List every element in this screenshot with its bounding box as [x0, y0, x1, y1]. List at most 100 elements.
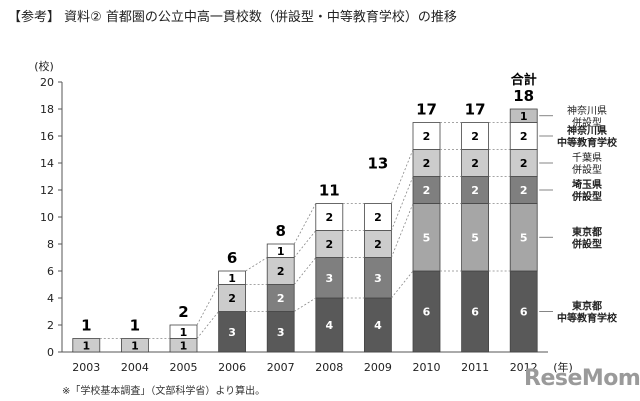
bar-segment [315, 257, 344, 299]
connector-line [245, 257, 268, 272]
bar-segment-label: 1 [131, 339, 139, 352]
bar-segment [218, 311, 247, 353]
chart-title: 【参考】 資料② 首都圏の公立中高一貫校数（併設型・中等教育学校）の推移 [8, 10, 457, 25]
bar-segment [461, 149, 490, 177]
bar-segment-label: 2 [423, 184, 431, 197]
bar-segment-label: 4 [325, 319, 333, 332]
bar-segment [169, 324, 198, 339]
bar-segment-label: 1 [520, 110, 528, 123]
legend-label: 東京都 [572, 300, 602, 313]
bar-segment-label: 2 [277, 292, 285, 305]
bar-segment-label: 5 [471, 231, 479, 244]
bar-segment-label: 2 [325, 238, 333, 251]
bar-segment-label: 3 [325, 272, 333, 285]
bar-segment-label: 2 [520, 157, 528, 170]
bar-segment [72, 338, 101, 353]
bar-segment-label: 2 [423, 130, 431, 143]
bar-segment [363, 257, 392, 299]
bar-segment-label: 3 [277, 326, 285, 339]
y-tick-label: 18 [40, 103, 54, 116]
bar-segment-label: 2 [374, 238, 382, 251]
y-tick-label: 16 [40, 130, 54, 143]
bar-segment-label: 2 [228, 292, 236, 305]
connector-line [391, 203, 414, 258]
legend-label: 埼玉県 [572, 178, 602, 191]
bar-segment-label: 2 [277, 265, 285, 278]
y-tick-label: 20 [40, 76, 54, 89]
bar-total-label: 11 [319, 182, 340, 200]
bar-total-label: 18 [513, 87, 534, 105]
x-tick-label: 2009 [364, 361, 392, 374]
x-tick-label: 2011 [461, 361, 489, 374]
bar-segment [509, 270, 538, 353]
y-tick-label: 12 [40, 184, 54, 197]
bar-segment-label: 2 [471, 157, 479, 170]
bar-total-label: 2 [178, 303, 188, 321]
x-tick-label: 2004 [121, 361, 149, 374]
bar-segment-label: 2 [520, 130, 528, 143]
bar-total-label: 13 [367, 155, 388, 173]
bar-segment [266, 311, 295, 353]
bar-segment [363, 297, 392, 353]
x-tick-label: 2012 [510, 361, 538, 374]
legend-label: 中等教育学校 [557, 136, 618, 149]
bar-segment [266, 257, 295, 285]
connector-line [391, 149, 414, 204]
bar-segment [266, 284, 295, 312]
bar-segment-label: 4 [374, 319, 382, 332]
y-axis-label: (校) [34, 59, 54, 73]
bar-segment-label: 1 [180, 339, 188, 352]
legend-label: 併設型 [571, 190, 602, 203]
bar-segment-label: 1 [180, 326, 188, 339]
bar-segment [412, 122, 441, 150]
bar-segment-label: 5 [520, 231, 528, 244]
bar-segment-label: 1 [228, 272, 236, 285]
bar-segment-label: 2 [471, 184, 479, 197]
bar-segment [218, 270, 247, 285]
connector-line [391, 176, 414, 231]
x-tick-label: 2007 [267, 361, 295, 374]
x-tick-label: 2006 [218, 361, 246, 374]
bar-segment-label: 6 [520, 306, 528, 319]
bar-segment-label: 1 [82, 339, 90, 352]
bar-segment-label: 3 [374, 272, 382, 285]
y-tick-label: 6 [47, 265, 54, 278]
y-tick-label: 10 [40, 211, 54, 224]
x-tick-label: 2010 [413, 361, 441, 374]
bar-segment-label: 2 [374, 211, 382, 224]
bar-segment-label: 2 [471, 130, 479, 143]
bar-segment [509, 176, 538, 204]
bar-segment-label: 6 [471, 306, 479, 319]
bar-total-label: 1 [130, 317, 140, 335]
legend-label: 神奈川県 [567, 104, 607, 117]
legend-label: 神奈川県 [567, 124, 607, 137]
bar-segment [509, 122, 538, 150]
bar-segment [412, 176, 441, 204]
legend-label: 併設型 [572, 116, 602, 129]
bar-segment-label: 2 [325, 211, 333, 224]
x-axis-label: (年) [553, 360, 573, 374]
y-tick-label: 0 [47, 346, 54, 359]
bar-segment [461, 203, 490, 272]
connector-line [196, 284, 219, 326]
bar-segment-label: 1 [277, 245, 285, 258]
bar-segment-label: 5 [423, 231, 431, 244]
bar-segment [509, 108, 538, 123]
y-tick-label: 4 [47, 292, 54, 305]
bar-segment [461, 122, 490, 150]
x-tick-label: 2008 [315, 361, 343, 374]
legend-label: 千葉県 [572, 151, 602, 164]
bar-total-label: 17 [416, 101, 437, 119]
y-tick-label: 2 [47, 319, 54, 332]
bar-segment [218, 284, 247, 312]
connector-line [391, 270, 414, 299]
legend-label: 併設型 [571, 237, 602, 250]
total-prefix-label: 合計 [511, 72, 537, 88]
connector-line [293, 297, 317, 312]
bar-segment [266, 243, 295, 258]
bar-segment [461, 176, 490, 204]
bar-segment [509, 203, 538, 272]
bar-segment [412, 149, 441, 177]
bar-total-label: 1 [81, 317, 91, 335]
